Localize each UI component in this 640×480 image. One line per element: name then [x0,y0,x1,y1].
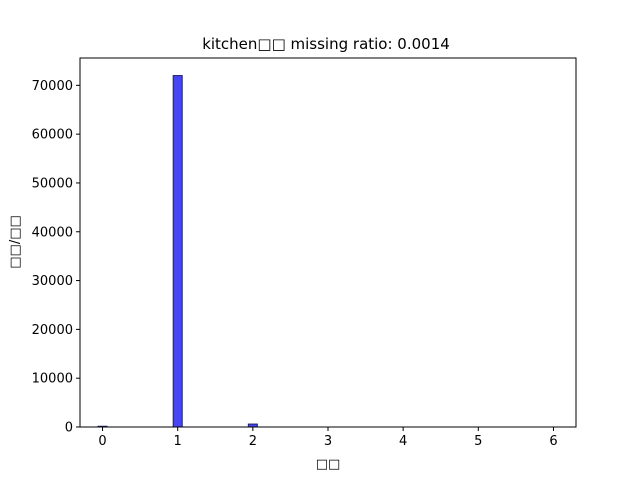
x-tick-label-0: 0 [98,434,106,449]
x-tick-label-3: 3 [324,434,332,449]
y-axis-label: □□/□□ [8,215,23,269]
x-tick-label-2: 2 [249,434,257,449]
chart-title: kitchen□□ missing ratio: 0.0014 [202,35,450,53]
x-axis-label: □□ [316,457,341,472]
y-tick-label-5: 50000 [32,176,73,191]
y-tick-label-2: 20000 [32,323,73,338]
bars-group [97,75,258,428]
y-tick-label-3: 30000 [32,274,73,289]
x-tick-label-4: 4 [399,434,407,449]
x-axis: 0 1 2 3 4 5 6 [98,427,558,449]
y-tick-label-1: 10000 [32,372,73,387]
y-tick-label-4: 40000 [32,225,73,240]
y-axis: 0 10000 20000 30000 40000 50000 60000 70000 [32,79,80,436]
plot-frame [79,57,577,428]
x-tick-label-5: 5 [474,434,482,449]
y-tick-label-7: 70000 [32,79,73,94]
y-tick-label-0: 0 [65,421,73,436]
y-tick-label-6: 60000 [32,128,73,143]
x-tick-label-6: 6 [549,434,557,449]
histogram-bar-1 [172,75,183,428]
x-tick-label-1: 1 [174,434,182,449]
